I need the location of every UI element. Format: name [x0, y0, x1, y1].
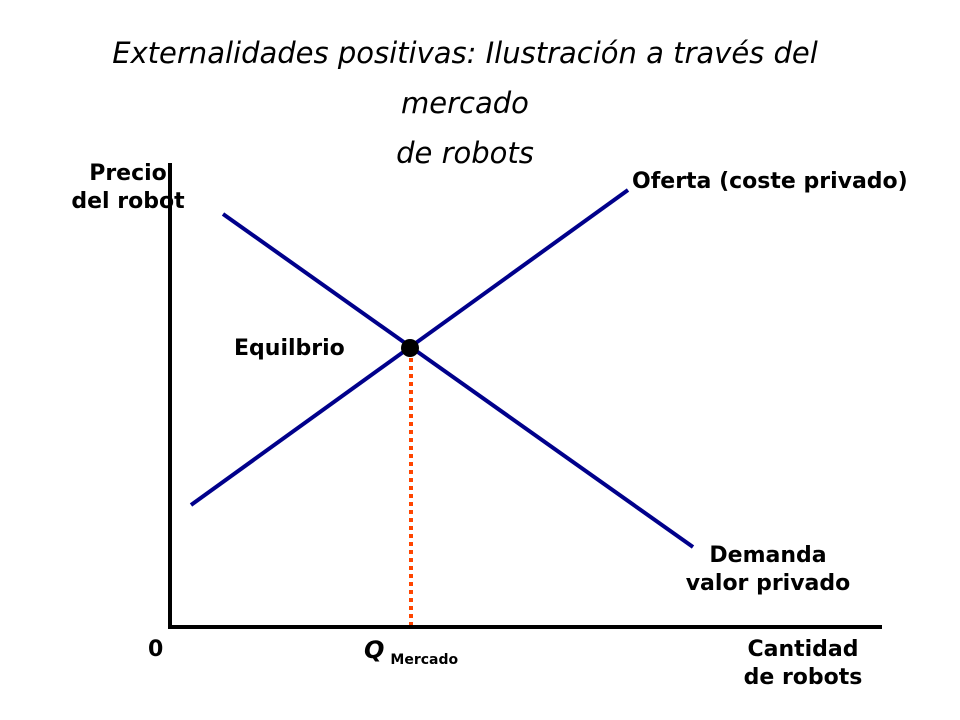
chart-title-line2: de robots: [396, 136, 534, 170]
demand-curve: [221, 212, 695, 549]
chart-title: Externalidades positivas: Ilustración a …: [60, 28, 870, 178]
y-axis-label-line1: Precio: [89, 161, 167, 186]
chart-title-line1: Externalidades positivas: Ilustración a …: [112, 36, 818, 120]
equilibrium-point: [401, 339, 419, 357]
market-quantity-subscript: Mercado: [390, 652, 459, 668]
demand-label-line1: Demanda: [709, 543, 827, 568]
equilibrium-label: Equilbrio: [234, 336, 345, 361]
supply-label: Oferta (coste privado): [632, 169, 908, 194]
origin-label: 0: [148, 637, 164, 662]
demand-label: Demanda valor privado: [658, 542, 878, 598]
y-axis-label: Precio del robot: [58, 160, 198, 216]
market-quantity-symbol: Q: [364, 636, 385, 664]
y-axis-label-line2: del robot: [71, 189, 185, 214]
x-axis-label-line2: de robots: [743, 665, 863, 690]
x-axis-label: Cantidad de robots: [728, 636, 878, 692]
demand-label-line2: valor privado: [685, 571, 851, 596]
market-quantity-label: Q Mercado: [364, 636, 458, 668]
x-axis-label-line1: Cantidad: [747, 637, 859, 662]
